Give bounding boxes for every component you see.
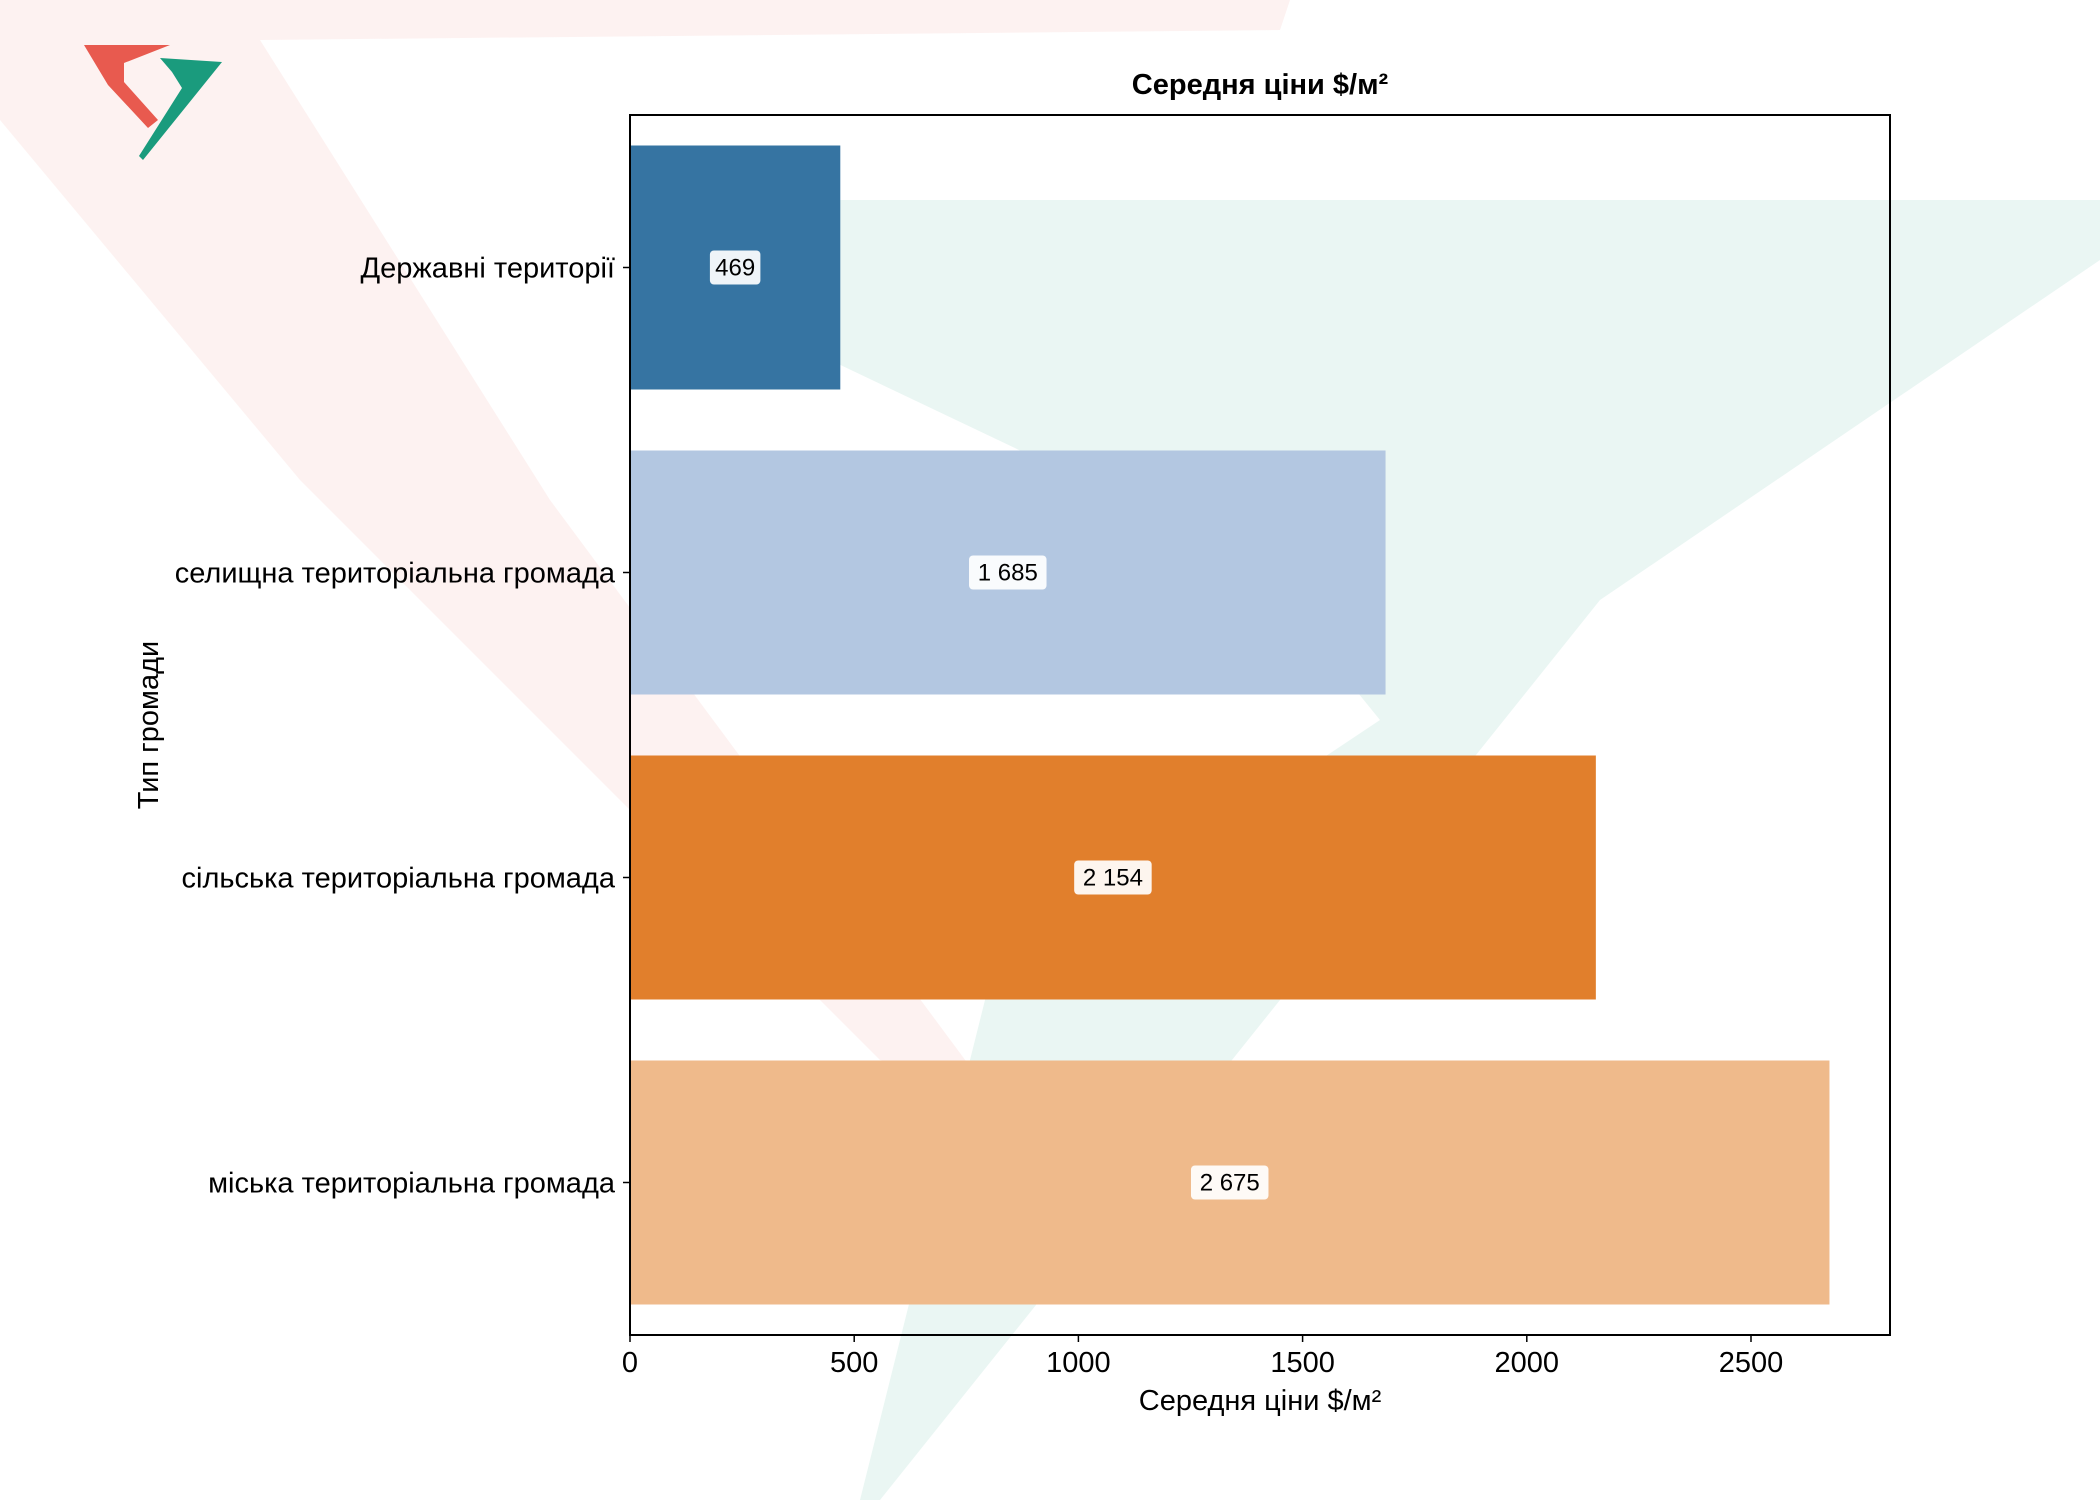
data-label: 2 675 <box>1190 1165 1269 1200</box>
logo-green-shape <box>139 58 222 160</box>
watermark-red-wedge <box>0 0 1290 1080</box>
y-axis-label: Тип громади <box>133 641 165 809</box>
x-tick-label: 2000 <box>1495 1347 1560 1379</box>
y-axis-ticks: Державні території селищна територіальна … <box>175 253 630 1200</box>
y-tick-label: Державні території <box>361 253 615 285</box>
y-tick-label: сільська територіальна громада <box>182 863 616 895</box>
y-tick-label: міська територіальна громада <box>208 1168 616 1200</box>
x-tick-label: 1500 <box>1270 1347 1335 1379</box>
data-label-box <box>709 250 761 285</box>
chart-title: Середня ціни $/м² <box>1132 69 1389 101</box>
data-label-box <box>969 555 1047 590</box>
x-tick-label: 2500 <box>1719 1347 1784 1379</box>
data-label-box <box>1190 1165 1269 1200</box>
x-axis-ticks: 0 500 1000 1500 2000 2500 <box>622 1335 1783 1379</box>
plot-area-frame <box>629 114 1891 1336</box>
data-labels-group: 469 1 685 2 154 2 675 <box>709 250 1269 1200</box>
data-label-text: 2 675 <box>1200 1170 1260 1197</box>
data-label: 2 154 <box>1074 860 1152 895</box>
logo-red-shape <box>84 45 170 128</box>
x-tick-label: 1000 <box>1046 1347 1111 1379</box>
data-label-text: 1 685 <box>978 560 1038 587</box>
data-label: 1 685 <box>969 555 1047 590</box>
data-label-box <box>1074 860 1152 895</box>
x-axis-label: Середня ціни $/м² <box>1139 1385 1382 1417</box>
x-tick-label: 0 <box>622 1347 638 1379</box>
data-label: 469 <box>709 250 761 285</box>
data-label-text: 2 154 <box>1083 865 1143 892</box>
company-logo <box>84 45 222 160</box>
data-label-text: 469 <box>715 255 755 282</box>
watermark-green-wedge <box>830 200 2100 1500</box>
y-tick-label: селищна територіальна громада <box>175 558 616 590</box>
x-tick-label: 500 <box>830 1347 878 1379</box>
